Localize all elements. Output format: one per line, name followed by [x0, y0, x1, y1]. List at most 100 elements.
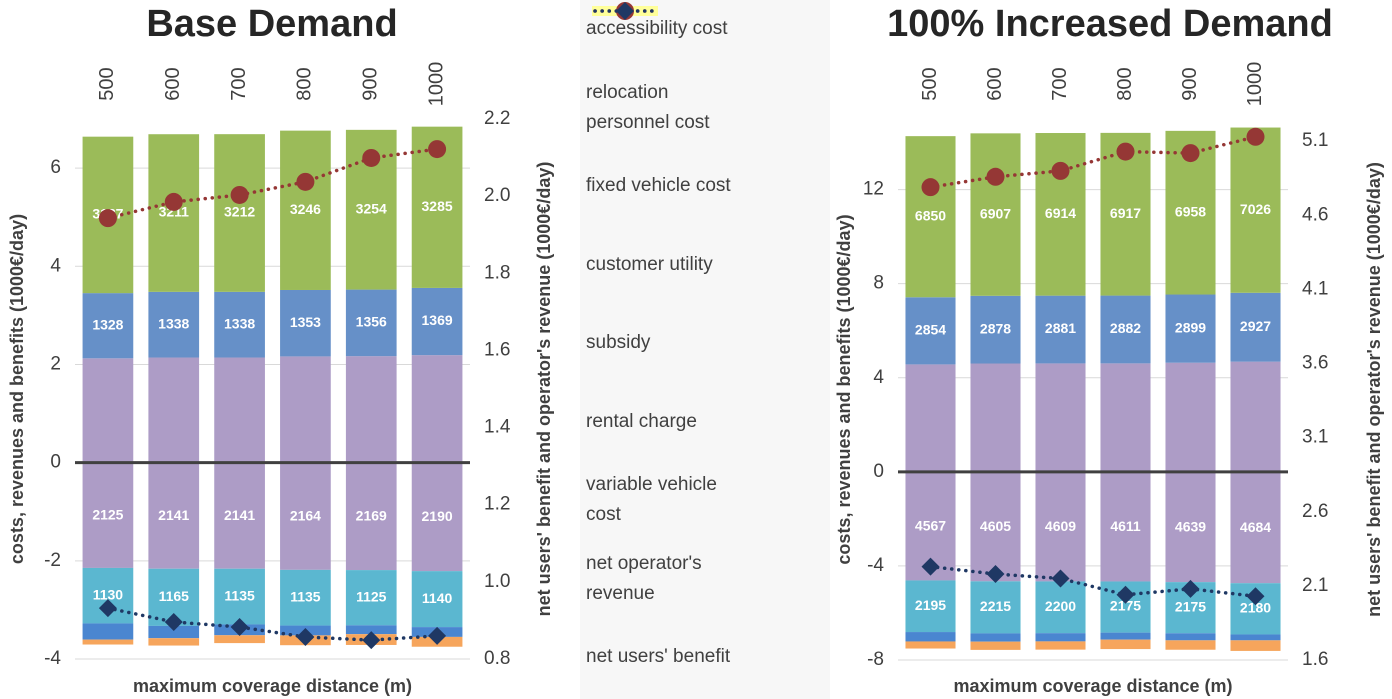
bar-segment: [148, 463, 200, 569]
bar-segment: [345, 356, 397, 463]
bar-segment: [411, 463, 463, 572]
data-label: 2215: [980, 598, 1011, 614]
marker: [230, 185, 249, 204]
marker: [428, 626, 447, 645]
marker: [428, 140, 447, 159]
y-axis-title: costs, revenues and benefits (1000€/day): [7, 214, 27, 564]
y2-tick-label: 5.1: [1302, 130, 1328, 151]
bar-segment: [970, 633, 1021, 642]
data-label: 6850: [915, 207, 946, 223]
marker: [362, 148, 381, 167]
bar-segment: [1100, 473, 1151, 582]
legend-label: variable vehicle cost: [586, 474, 717, 526]
bar-segment: [148, 357, 200, 463]
data-label: 1338: [224, 315, 255, 331]
data-label: 3285: [422, 198, 453, 214]
bar-segment: [905, 632, 956, 642]
x-tick-label: 500: [919, 67, 941, 100]
data-label: 2175: [1110, 598, 1141, 614]
data-label: 1135: [224, 587, 255, 603]
bar-segment: [1100, 632, 1151, 640]
x-tick-label: 700: [1049, 67, 1071, 100]
marker: [921, 557, 940, 576]
data-label: 1338: [158, 315, 189, 331]
marker: [164, 192, 183, 211]
y-tick-label: 4: [873, 367, 884, 388]
bar-segment: [280, 130, 331, 290]
y-tick-label: 8: [873, 273, 884, 294]
bar-segment: [214, 134, 265, 292]
marker: [921, 178, 940, 197]
data-label: 4567: [915, 517, 946, 533]
data-label: 4684: [1240, 519, 1271, 535]
bar-segment: [82, 463, 134, 568]
bar-segment: [148, 291, 200, 358]
bar-segment: [905, 136, 956, 298]
x-tick-label: 800: [294, 67, 316, 100]
marker: [98, 599, 117, 618]
x-tick-label: 600: [984, 67, 1006, 100]
data-label: 4611: [1110, 518, 1141, 534]
x-axis-title: maximum coverage distance (m): [953, 676, 1232, 696]
data-label: 1165: [159, 588, 190, 604]
y-tick-label: 12: [863, 179, 884, 200]
legend-item: rental charge: [580, 6, 830, 462]
bar-segment: [1100, 639, 1151, 650]
bar-segment: [905, 297, 956, 365]
data-label: 1140: [422, 590, 453, 606]
marker: [1116, 142, 1135, 161]
data-label: 1328: [92, 316, 123, 332]
legend-label: accessibility cost: [586, 18, 728, 40]
bar-segment: [1165, 640, 1216, 650]
line: [928, 135, 1258, 189]
data-label: 3246: [290, 201, 321, 217]
marker: [986, 167, 1005, 186]
bar-segment: [970, 295, 1021, 364]
chart-title: Base Demand: [146, 3, 397, 45]
bar-segment: [345, 463, 397, 571]
data-label: 1369: [422, 312, 453, 328]
data-label: 2899: [1175, 319, 1206, 335]
bar-segment: [214, 463, 265, 569]
y-axis-title: costs, revenues and benefits (1000€/day): [834, 214, 854, 564]
x-tick-label: 1000: [425, 62, 447, 107]
marker: [1116, 585, 1135, 604]
y2-tick-label: 2.6: [1302, 501, 1328, 522]
legend-item: variable vehicle cost: [580, 6, 830, 540]
marker: [230, 617, 249, 636]
bar-segment: [411, 571, 463, 628]
bar-segment: [82, 623, 134, 640]
data-label: 4639: [1175, 518, 1206, 534]
bar-segment: [1035, 641, 1086, 650]
data-label: 2175: [1175, 598, 1206, 614]
legend-label: customer utility: [586, 253, 713, 275]
y-tick-label: 0: [50, 452, 61, 473]
y-tick-label: -4: [867, 555, 884, 576]
legend-item: customer utility: [580, 6, 830, 305]
bar-segment: [214, 357, 265, 463]
data-label: 2882: [1110, 320, 1141, 336]
y2-tick-label: 2.0: [484, 185, 510, 206]
x-axis-title: maximum coverage distance (m): [133, 676, 412, 696]
bar-segment: [1230, 634, 1281, 641]
bar-segment: [345, 570, 397, 626]
x-tick-label: 600: [162, 67, 184, 100]
bar-segment: [148, 625, 200, 639]
legend: accessibility cost relocation personnel c…: [580, 0, 830, 699]
y2-tick-label: 2.2: [484, 108, 510, 129]
y2-tick-label: 1.0: [484, 571, 510, 592]
legend-label: subsidy: [586, 332, 651, 354]
marker: [296, 172, 315, 191]
legend-item: subsidy: [580, 6, 830, 383]
y-tick-label: 2: [50, 353, 61, 374]
y-tick-label: -4: [44, 648, 61, 669]
bar-segment: [82, 358, 134, 463]
data-label: 2164: [290, 507, 321, 523]
legend-label: rental charge: [586, 410, 697, 432]
y2-axis-title: net users' benefit and operator's revenu…: [1364, 162, 1384, 617]
legend-label: net operator's revenue: [586, 552, 702, 604]
marker: [1051, 161, 1070, 180]
bar-segment: [148, 134, 200, 292]
bar-segment: [214, 291, 265, 358]
bar-segment: [905, 364, 956, 472]
